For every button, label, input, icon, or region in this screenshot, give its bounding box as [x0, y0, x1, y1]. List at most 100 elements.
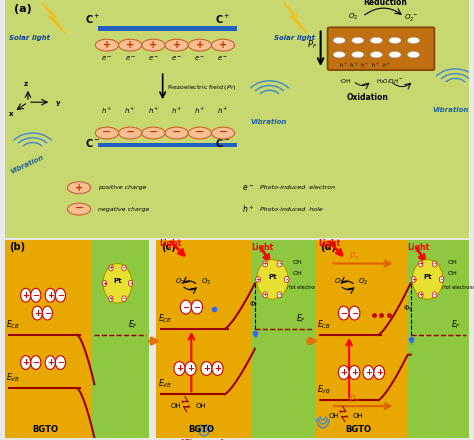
Text: OH: OH — [447, 271, 457, 276]
Text: OH: OH — [447, 260, 457, 264]
Text: Vibration: Vibration — [251, 118, 287, 125]
Text: −: − — [44, 308, 51, 318]
Circle shape — [432, 292, 437, 298]
Text: Photo-induced  hole: Photo-induced hole — [260, 207, 323, 212]
Circle shape — [55, 356, 65, 370]
Text: $E_{CB}$: $E_{CB}$ — [317, 319, 331, 331]
Circle shape — [352, 37, 364, 44]
Text: +: + — [214, 364, 221, 373]
Polygon shape — [283, 2, 307, 33]
Text: $P_F$: $P_F$ — [307, 39, 317, 51]
Bar — [156, 240, 252, 438]
Circle shape — [256, 260, 288, 299]
Circle shape — [419, 261, 423, 267]
Text: $e^-$: $e^-$ — [218, 54, 228, 62]
Text: $\mathbf{C}^-$: $\mathbf{C}^-$ — [215, 137, 231, 149]
Text: Reduction: Reduction — [364, 0, 408, 7]
Text: $h^+$: $h^+$ — [124, 106, 136, 116]
Text: $e^-$: $e^-$ — [194, 54, 205, 62]
Text: $P_F$: $P_F$ — [349, 393, 360, 406]
Circle shape — [21, 288, 31, 302]
Text: Vibration: Vibration — [432, 106, 468, 113]
Text: +: + — [102, 281, 107, 286]
Text: $O_2$: $O_2$ — [358, 276, 368, 286]
Text: +: + — [375, 368, 383, 377]
Circle shape — [95, 39, 118, 51]
Text: OH: OH — [196, 403, 206, 409]
Text: Light: Light — [160, 239, 182, 248]
Text: OH: OH — [293, 260, 303, 264]
Text: +: + — [263, 261, 267, 267]
Circle shape — [408, 51, 419, 58]
Text: $\mathbf{C}^-$: $\mathbf{C}^-$ — [85, 137, 101, 149]
Text: $h^+$: $h^+$ — [194, 106, 206, 116]
Text: $\Phi_S$: $\Phi_S$ — [403, 304, 413, 314]
Circle shape — [67, 182, 91, 194]
Text: Light: Light — [319, 239, 340, 248]
Circle shape — [165, 39, 188, 51]
Text: x: x — [9, 111, 14, 117]
Circle shape — [432, 261, 437, 267]
Text: Pt: Pt — [268, 275, 277, 280]
Text: -: - — [123, 296, 125, 301]
Circle shape — [412, 260, 443, 299]
Text: $h^+$  $h^+$  $h^+$  $h^+$  $h^+$: $h^+$ $h^+$ $h^+$ $h^+$ $h^+$ — [339, 61, 392, 70]
Text: $E_F$: $E_F$ — [296, 312, 306, 325]
Circle shape — [31, 288, 41, 302]
Circle shape — [338, 366, 349, 379]
Text: Pt: Pt — [423, 275, 432, 280]
Text: +: + — [203, 364, 210, 373]
Text: Pt: Pt — [113, 279, 122, 284]
Circle shape — [42, 306, 53, 320]
Text: Light: Light — [408, 243, 430, 252]
Text: $e^-$: $e^-$ — [148, 54, 159, 62]
Text: Light: Light — [252, 243, 274, 252]
Text: +: + — [109, 296, 113, 301]
Text: +: + — [419, 292, 423, 297]
Circle shape — [45, 288, 55, 302]
Text: $h^+$: $h^+$ — [217, 106, 229, 116]
Text: +: + — [419, 261, 423, 267]
Text: +: + — [47, 291, 54, 300]
Text: −: − — [102, 127, 111, 137]
Circle shape — [188, 127, 211, 139]
Text: $E_{CB}$: $E_{CB}$ — [158, 312, 172, 325]
Text: $\mathbf{C}^+$: $\mathbf{C}^+$ — [215, 13, 231, 26]
Circle shape — [95, 127, 118, 139]
Text: +: + — [351, 368, 358, 377]
Text: +: + — [34, 308, 41, 318]
Circle shape — [188, 39, 211, 51]
Text: positive charge: positive charge — [98, 185, 146, 190]
Text: BGTO: BGTO — [346, 425, 371, 434]
Text: +: + — [411, 277, 416, 282]
Text: -: - — [123, 265, 125, 271]
Text: +: + — [75, 183, 83, 193]
Circle shape — [263, 261, 267, 267]
Bar — [91, 240, 149, 438]
Text: $e^-$: $e^-$ — [101, 54, 112, 62]
Circle shape — [439, 276, 444, 282]
Text: $E_{VB}$: $E_{VB}$ — [6, 372, 20, 385]
Text: $h^+$: $h^+$ — [147, 106, 159, 116]
Circle shape — [211, 127, 235, 139]
Circle shape — [352, 51, 364, 58]
Circle shape — [55, 288, 65, 302]
Bar — [98, 26, 237, 31]
Circle shape — [185, 362, 196, 375]
Text: +: + — [176, 364, 183, 373]
Text: OH: OH — [328, 413, 339, 419]
Text: +: + — [365, 368, 372, 377]
Text: (a): (a) — [14, 4, 32, 14]
Circle shape — [263, 292, 267, 298]
Text: Ultrasonic: Ultrasonic — [180, 439, 228, 440]
Text: $\mathbf{C}^+$: $\mathbf{C}^+$ — [85, 13, 100, 26]
Text: +: + — [252, 334, 258, 340]
Text: +: + — [103, 40, 111, 50]
Text: +: + — [149, 40, 157, 50]
Text: −: − — [351, 308, 358, 318]
Text: $\Phi_I$: $\Phi_I$ — [248, 300, 257, 310]
Text: BGTO: BGTO — [188, 425, 214, 434]
Text: +: + — [263, 292, 267, 297]
Text: $P_F$: $P_F$ — [349, 251, 360, 263]
Text: Hot electrons: Hot electrons — [441, 285, 474, 290]
